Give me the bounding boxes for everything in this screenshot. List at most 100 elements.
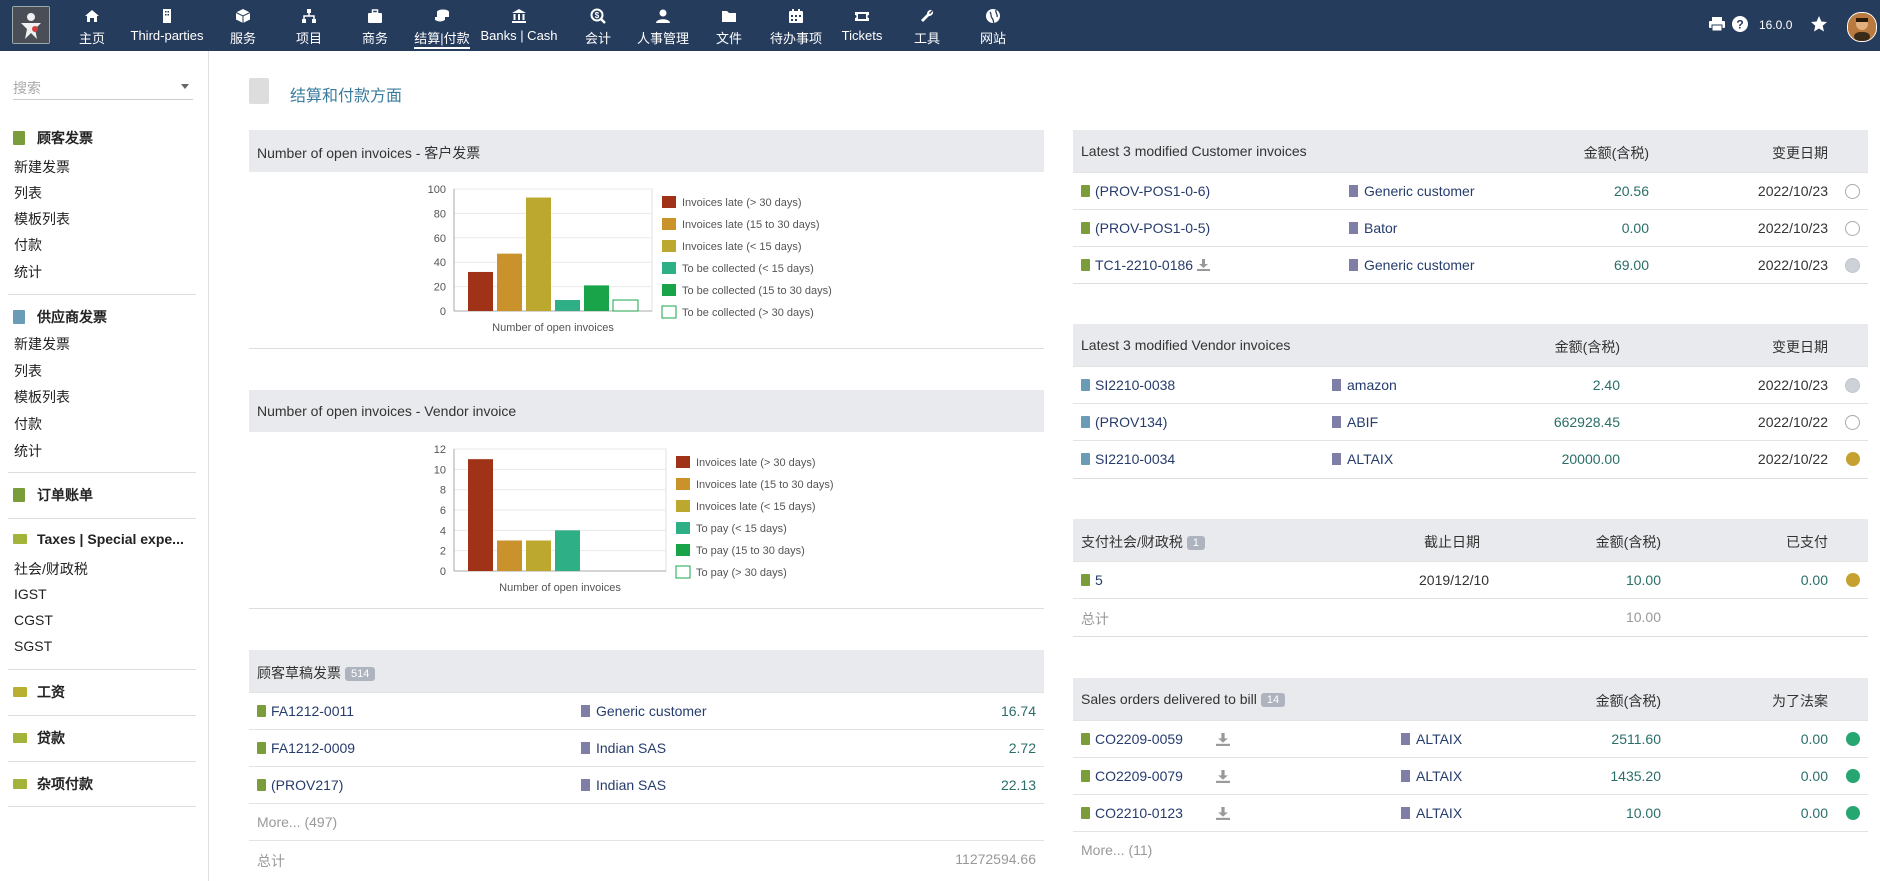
invoice-ref-link[interactable]: SI2210-0038 [1081, 377, 1175, 393]
table-row[interactable]: CO2209-0059 ALTAIX 2511.60 0.00 [1073, 720, 1868, 758]
sidebar-item-social-tax[interactable]: 社会/财政税 [14, 561, 88, 577]
more-row[interactable]: More... (497) [249, 803, 1044, 841]
customer-link[interactable]: ALTAIX [1401, 731, 1462, 747]
sidebar-item-supplier-template-list[interactable]: 模板列表 [14, 389, 70, 405]
download-icon[interactable] [1216, 807, 1230, 820]
customer-link[interactable]: ALTAIX [1401, 768, 1462, 784]
tax-ref-link[interactable]: 5 [1081, 572, 1103, 588]
menu-item-briefcase[interactable]: 商务 [355, 0, 395, 51]
sidebar-item-list[interactable]: 列表 [14, 185, 42, 201]
invoice-ref-link[interactable]: (PROV-POS1-0-6) [1081, 183, 1210, 199]
status-draft-icon [1845, 221, 1860, 236]
sidebar-head-supplier-invoices[interactable]: 供应商发票 [13, 307, 107, 327]
sidebar-head-taxes[interactable]: Taxes | Special expe... [13, 531, 184, 547]
sidebar-head-salaries[interactable]: 工资 [13, 682, 65, 702]
customer-link[interactable]: Indian SAS [581, 740, 666, 756]
supplier-invoice-icon [1081, 416, 1090, 428]
invoice-ref-link[interactable]: (PROV217) [257, 777, 343, 793]
y-tick-label: 20 [434, 282, 446, 294]
menu-item-calendar[interactable]: 待办事项 [766, 0, 826, 51]
menu-item-cube[interactable]: 服务 [223, 0, 263, 51]
menu-item-coins[interactable]: 结算|付款 [414, 0, 470, 51]
column-header-amount: 金额(含税) [1595, 534, 1661, 550]
legend-swatch [676, 522, 690, 534]
sidebar-head-orders-billing[interactable]: 订单账单 [13, 485, 93, 505]
print-icon[interactable] [1708, 15, 1726, 33]
vendor-link[interactable]: amazon [1332, 377, 1397, 393]
sidebar-item-supplier-statistics[interactable]: 统计 [14, 443, 42, 459]
customer-link[interactable]: Generic customer [1349, 183, 1474, 199]
customer-link[interactable]: Generic customer [581, 703, 706, 719]
order-ref-link[interactable]: CO2209-0059 [1081, 731, 1183, 747]
sidebar-item-payments[interactable]: 付款 [14, 237, 42, 253]
sidebar-item-new-invoice[interactable]: 新建发票 [14, 159, 70, 175]
more-link[interactable]: More... (497) [257, 814, 338, 830]
order-ref-link[interactable]: CO2209-0079 [1081, 768, 1183, 784]
search-input[interactable]: 搜索 [13, 78, 193, 100]
menu-item-folder[interactable]: 文件 [709, 0, 749, 51]
table-row[interactable]: (PROV-POS1-0-5) Bator 0.00 2022/10/23 [1073, 209, 1868, 247]
menu-item-user[interactable]: 人事管理 [631, 0, 695, 51]
menu-item-sitemap[interactable]: 项目 [289, 0, 329, 51]
app-logo[interactable] [12, 6, 50, 44]
sidebar-head-customer-invoices[interactable]: 顾客发票 [13, 128, 93, 148]
invoice-ref-link[interactable]: (PROV-POS1-0-5) [1081, 220, 1210, 236]
sidebar-item-cgst[interactable]: CGST [14, 612, 53, 628]
vendor-link[interactable]: ABIF [1332, 414, 1378, 430]
download-icon[interactable] [1197, 259, 1211, 271]
invoice-ref-link[interactable]: TC1-2210-0186 [1081, 257, 1211, 273]
sidebar-divider [8, 806, 196, 807]
amount: 20.56 [1613, 183, 1649, 199]
vendor-link[interactable]: ALTAIX [1332, 451, 1393, 467]
invoice-ref-link[interactable]: SI2210-0034 [1081, 451, 1175, 467]
help-icon[interactable]: ? [1731, 15, 1749, 33]
user-avatar[interactable] [1847, 12, 1877, 42]
table-row[interactable]: (PROV134) ABIF 662928.45 2022/10/22 [1073, 403, 1868, 441]
customer-link[interactable]: Generic customer [1349, 257, 1474, 273]
sidebar-item-new-supplier-invoice[interactable]: 新建发票 [14, 336, 70, 352]
invoice-ref-link[interactable]: FA1212-0009 [257, 740, 355, 756]
table-row[interactable]: CO2209-0079 ALTAIX 1435.20 0.00 [1073, 757, 1868, 795]
order-ref-link[interactable]: CO2210-0123 [1081, 805, 1183, 821]
customer-link[interactable]: Bator [1349, 220, 1397, 236]
wrench-icon [921, 9, 934, 22]
table-row[interactable]: (PROV217) Indian SAS 22.13 [249, 766, 1044, 804]
sidebar-item-supplier-list[interactable]: 列表 [14, 363, 42, 379]
sidebar-item-supplier-payments[interactable]: 付款 [14, 416, 42, 432]
sidebar-head-loans[interactable]: 贷款 [13, 728, 65, 748]
download-icon[interactable] [1216, 770, 1230, 783]
status-validated-icon [1845, 378, 1860, 393]
table-row[interactable]: FA1212-0009 Indian SAS 2.72 [249, 729, 1044, 767]
download-icon[interactable] [1216, 733, 1230, 746]
sidebar-head-misc-payments[interactable]: 杂项付款 [13, 774, 93, 794]
sidebar-item-template-list[interactable]: 模板列表 [14, 211, 70, 227]
sidebar-item-sgst[interactable]: SGST [14, 638, 53, 654]
bookmark-star-icon[interactable] [1810, 15, 1828, 33]
table-row[interactable]: CO2210-0123 ALTAIX 10.00 0.00 [1073, 794, 1868, 832]
menu-item-ticket[interactable]: Tickets [837, 0, 887, 51]
menu-item-search-dollar[interactable]: $ 会计 [578, 0, 618, 51]
menu-item-building[interactable]: Third-parties [125, 0, 209, 51]
menu-item-bank[interactable]: Banks | Cash [476, 0, 562, 51]
table-row[interactable]: FA1212-0011 Generic customer 16.74 [249, 692, 1044, 730]
table-row[interactable]: SI2210-0034 ALTAIX 20000.00 2022/10/22 [1073, 440, 1868, 478]
menu-item-wrench[interactable]: 工具 [907, 0, 947, 51]
table-row[interactable]: (PROV-POS1-0-6) Generic customer 20.56 2… [1073, 172, 1868, 210]
more-link[interactable]: More... (11) [1081, 842, 1153, 858]
column-header-amount: 金额(含税) [1595, 693, 1661, 709]
sidebar-item-igst[interactable]: IGST [14, 586, 47, 602]
invoice-ref-link[interactable]: (PROV134) [1081, 414, 1167, 430]
box-header: Latest 3 modified Vendor invoices 金额(含税)… [1073, 324, 1868, 366]
chevron-down-icon[interactable] [181, 84, 189, 89]
customer-link[interactable]: ALTAIX [1401, 805, 1462, 821]
customer-link[interactable]: Indian SAS [581, 777, 666, 793]
menu-item-globe[interactable]: 网站 [973, 0, 1013, 51]
table-row[interactable]: 5 2019/12/10 10.00 0.00 [1073, 561, 1868, 599]
table-row[interactable]: SI2210-0038 amazon 2.40 2022/10/23 [1073, 366, 1868, 404]
table-row[interactable]: TC1-2210-0186 Generic customer 69.00 202… [1073, 246, 1868, 284]
menu-item-home[interactable]: 主页 [72, 0, 112, 51]
sidebar-divider [8, 715, 196, 716]
sidebar-item-statistics[interactable]: 统计 [14, 264, 42, 280]
invoice-ref-link[interactable]: FA1212-0011 [257, 703, 354, 719]
more-row[interactable]: More... (11) [1073, 831, 1868, 869]
